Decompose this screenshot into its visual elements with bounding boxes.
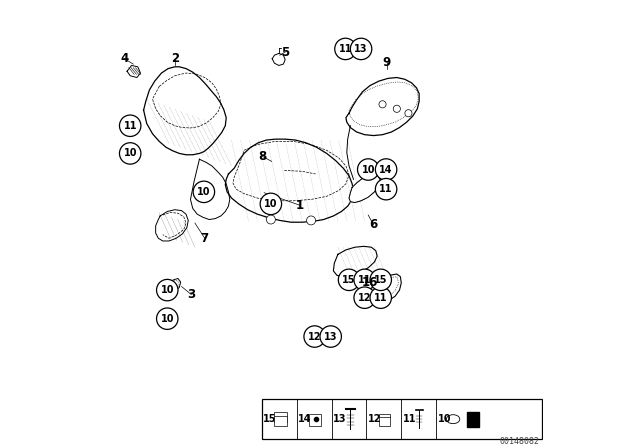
Text: 13: 13 xyxy=(333,414,346,424)
Polygon shape xyxy=(127,65,140,78)
Text: 16: 16 xyxy=(362,276,378,289)
Circle shape xyxy=(320,326,341,347)
Polygon shape xyxy=(166,279,180,292)
Ellipse shape xyxy=(446,415,460,424)
Circle shape xyxy=(354,287,376,308)
FancyBboxPatch shape xyxy=(262,399,541,439)
Polygon shape xyxy=(156,210,188,241)
Text: 14: 14 xyxy=(380,164,393,175)
Text: 2: 2 xyxy=(171,52,179,65)
Circle shape xyxy=(350,38,372,60)
FancyBboxPatch shape xyxy=(309,414,321,426)
Text: 10: 10 xyxy=(124,148,137,159)
Circle shape xyxy=(120,143,141,164)
Circle shape xyxy=(405,110,412,117)
Text: 10: 10 xyxy=(161,314,174,324)
Polygon shape xyxy=(191,159,230,220)
Text: 9: 9 xyxy=(383,56,391,69)
Text: 15: 15 xyxy=(374,275,387,285)
FancyBboxPatch shape xyxy=(274,412,287,422)
Circle shape xyxy=(376,178,397,200)
Circle shape xyxy=(157,308,178,329)
Polygon shape xyxy=(143,67,226,155)
Text: 10: 10 xyxy=(264,199,278,209)
Circle shape xyxy=(335,38,356,60)
Circle shape xyxy=(157,280,178,301)
FancyBboxPatch shape xyxy=(379,414,390,426)
Polygon shape xyxy=(225,139,353,222)
Circle shape xyxy=(339,269,360,291)
Text: 11: 11 xyxy=(358,275,371,285)
Circle shape xyxy=(370,269,392,291)
Text: 10: 10 xyxy=(161,285,174,295)
Text: 11: 11 xyxy=(403,414,416,424)
Text: 10: 10 xyxy=(438,414,451,424)
FancyBboxPatch shape xyxy=(274,417,287,426)
Circle shape xyxy=(120,115,141,137)
Circle shape xyxy=(193,181,214,202)
Text: 10: 10 xyxy=(197,187,211,197)
Text: 12: 12 xyxy=(308,332,321,341)
Circle shape xyxy=(260,193,282,215)
Text: 6: 6 xyxy=(369,218,378,232)
Text: 15: 15 xyxy=(263,414,276,424)
Text: 13: 13 xyxy=(355,44,368,54)
Circle shape xyxy=(266,215,275,224)
Circle shape xyxy=(370,287,392,308)
Text: 11: 11 xyxy=(124,121,137,131)
Text: 00148082: 00148082 xyxy=(500,436,540,445)
Text: 15: 15 xyxy=(342,275,356,285)
Text: 1: 1 xyxy=(296,199,304,212)
Text: 10: 10 xyxy=(362,164,375,175)
Polygon shape xyxy=(272,53,285,65)
Polygon shape xyxy=(349,175,380,202)
Text: 11: 11 xyxy=(374,293,387,303)
Text: 12: 12 xyxy=(368,414,381,424)
Text: 5: 5 xyxy=(281,46,289,59)
Text: 11: 11 xyxy=(380,184,393,194)
Text: 12: 12 xyxy=(358,293,371,303)
Text: 11: 11 xyxy=(339,44,352,54)
Circle shape xyxy=(358,159,379,180)
Circle shape xyxy=(307,216,316,225)
Text: 3: 3 xyxy=(188,288,195,301)
Circle shape xyxy=(379,101,386,108)
Text: 7: 7 xyxy=(201,232,209,245)
Polygon shape xyxy=(346,78,419,136)
Circle shape xyxy=(354,269,376,291)
Polygon shape xyxy=(367,274,401,304)
Text: 8: 8 xyxy=(258,150,266,163)
Circle shape xyxy=(376,159,397,180)
Polygon shape xyxy=(467,412,479,427)
Text: 14: 14 xyxy=(298,414,312,424)
Text: 4: 4 xyxy=(120,52,129,65)
Polygon shape xyxy=(333,246,377,277)
Circle shape xyxy=(393,105,401,112)
Circle shape xyxy=(304,326,325,347)
Text: 13: 13 xyxy=(324,332,337,341)
